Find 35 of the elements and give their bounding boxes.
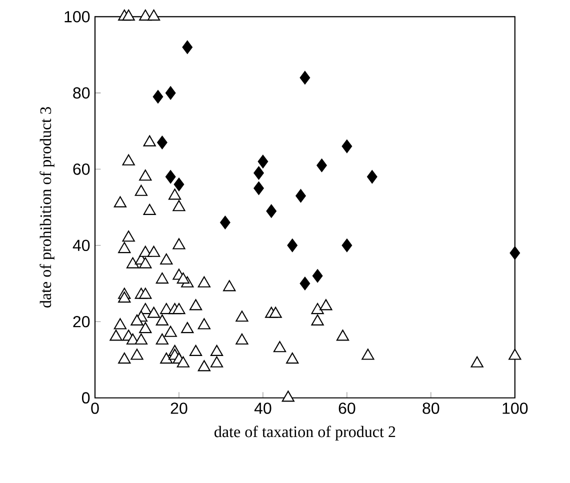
point: [152, 90, 164, 104]
y-tick-label: 60: [73, 164, 90, 175]
y-tick-label: 100: [64, 11, 90, 22]
point: [266, 204, 276, 218]
x-tick-label: 0: [91, 402, 99, 414]
point: [342, 140, 352, 153]
point: [254, 166, 264, 180]
point: [342, 238, 352, 252]
point: [312, 269, 323, 283]
point: [174, 178, 184, 192]
point: [157, 136, 168, 150]
x-tick-label: 20: [170, 402, 188, 414]
point: [366, 170, 378, 184]
point: [254, 182, 264, 195]
point: [296, 189, 306, 203]
y-tick-label: 20: [73, 316, 90, 328]
point: [287, 238, 298, 252]
point: [300, 276, 310, 290]
x-tick-label: 60: [338, 402, 356, 414]
x-tick-label: 100: [502, 402, 528, 414]
x-tick-label: 80: [422, 402, 440, 414]
y-tick-label: 80: [73, 87, 90, 99]
point: [300, 71, 310, 84]
x-tick-label: 40: [254, 402, 272, 414]
point: [316, 158, 327, 172]
y-tick-label: 0: [82, 392, 90, 404]
point: [165, 86, 176, 100]
x-axis-title: date of taxation of product 2: [214, 426, 396, 440]
point: [182, 40, 193, 54]
point: [165, 170, 176, 184]
point: [220, 216, 230, 230]
point: [510, 246, 520, 260]
y-axis-title: date of prohibition of product 3: [40, 107, 54, 308]
point: [258, 154, 268, 168]
y-tick-label: 40: [72, 240, 90, 252]
